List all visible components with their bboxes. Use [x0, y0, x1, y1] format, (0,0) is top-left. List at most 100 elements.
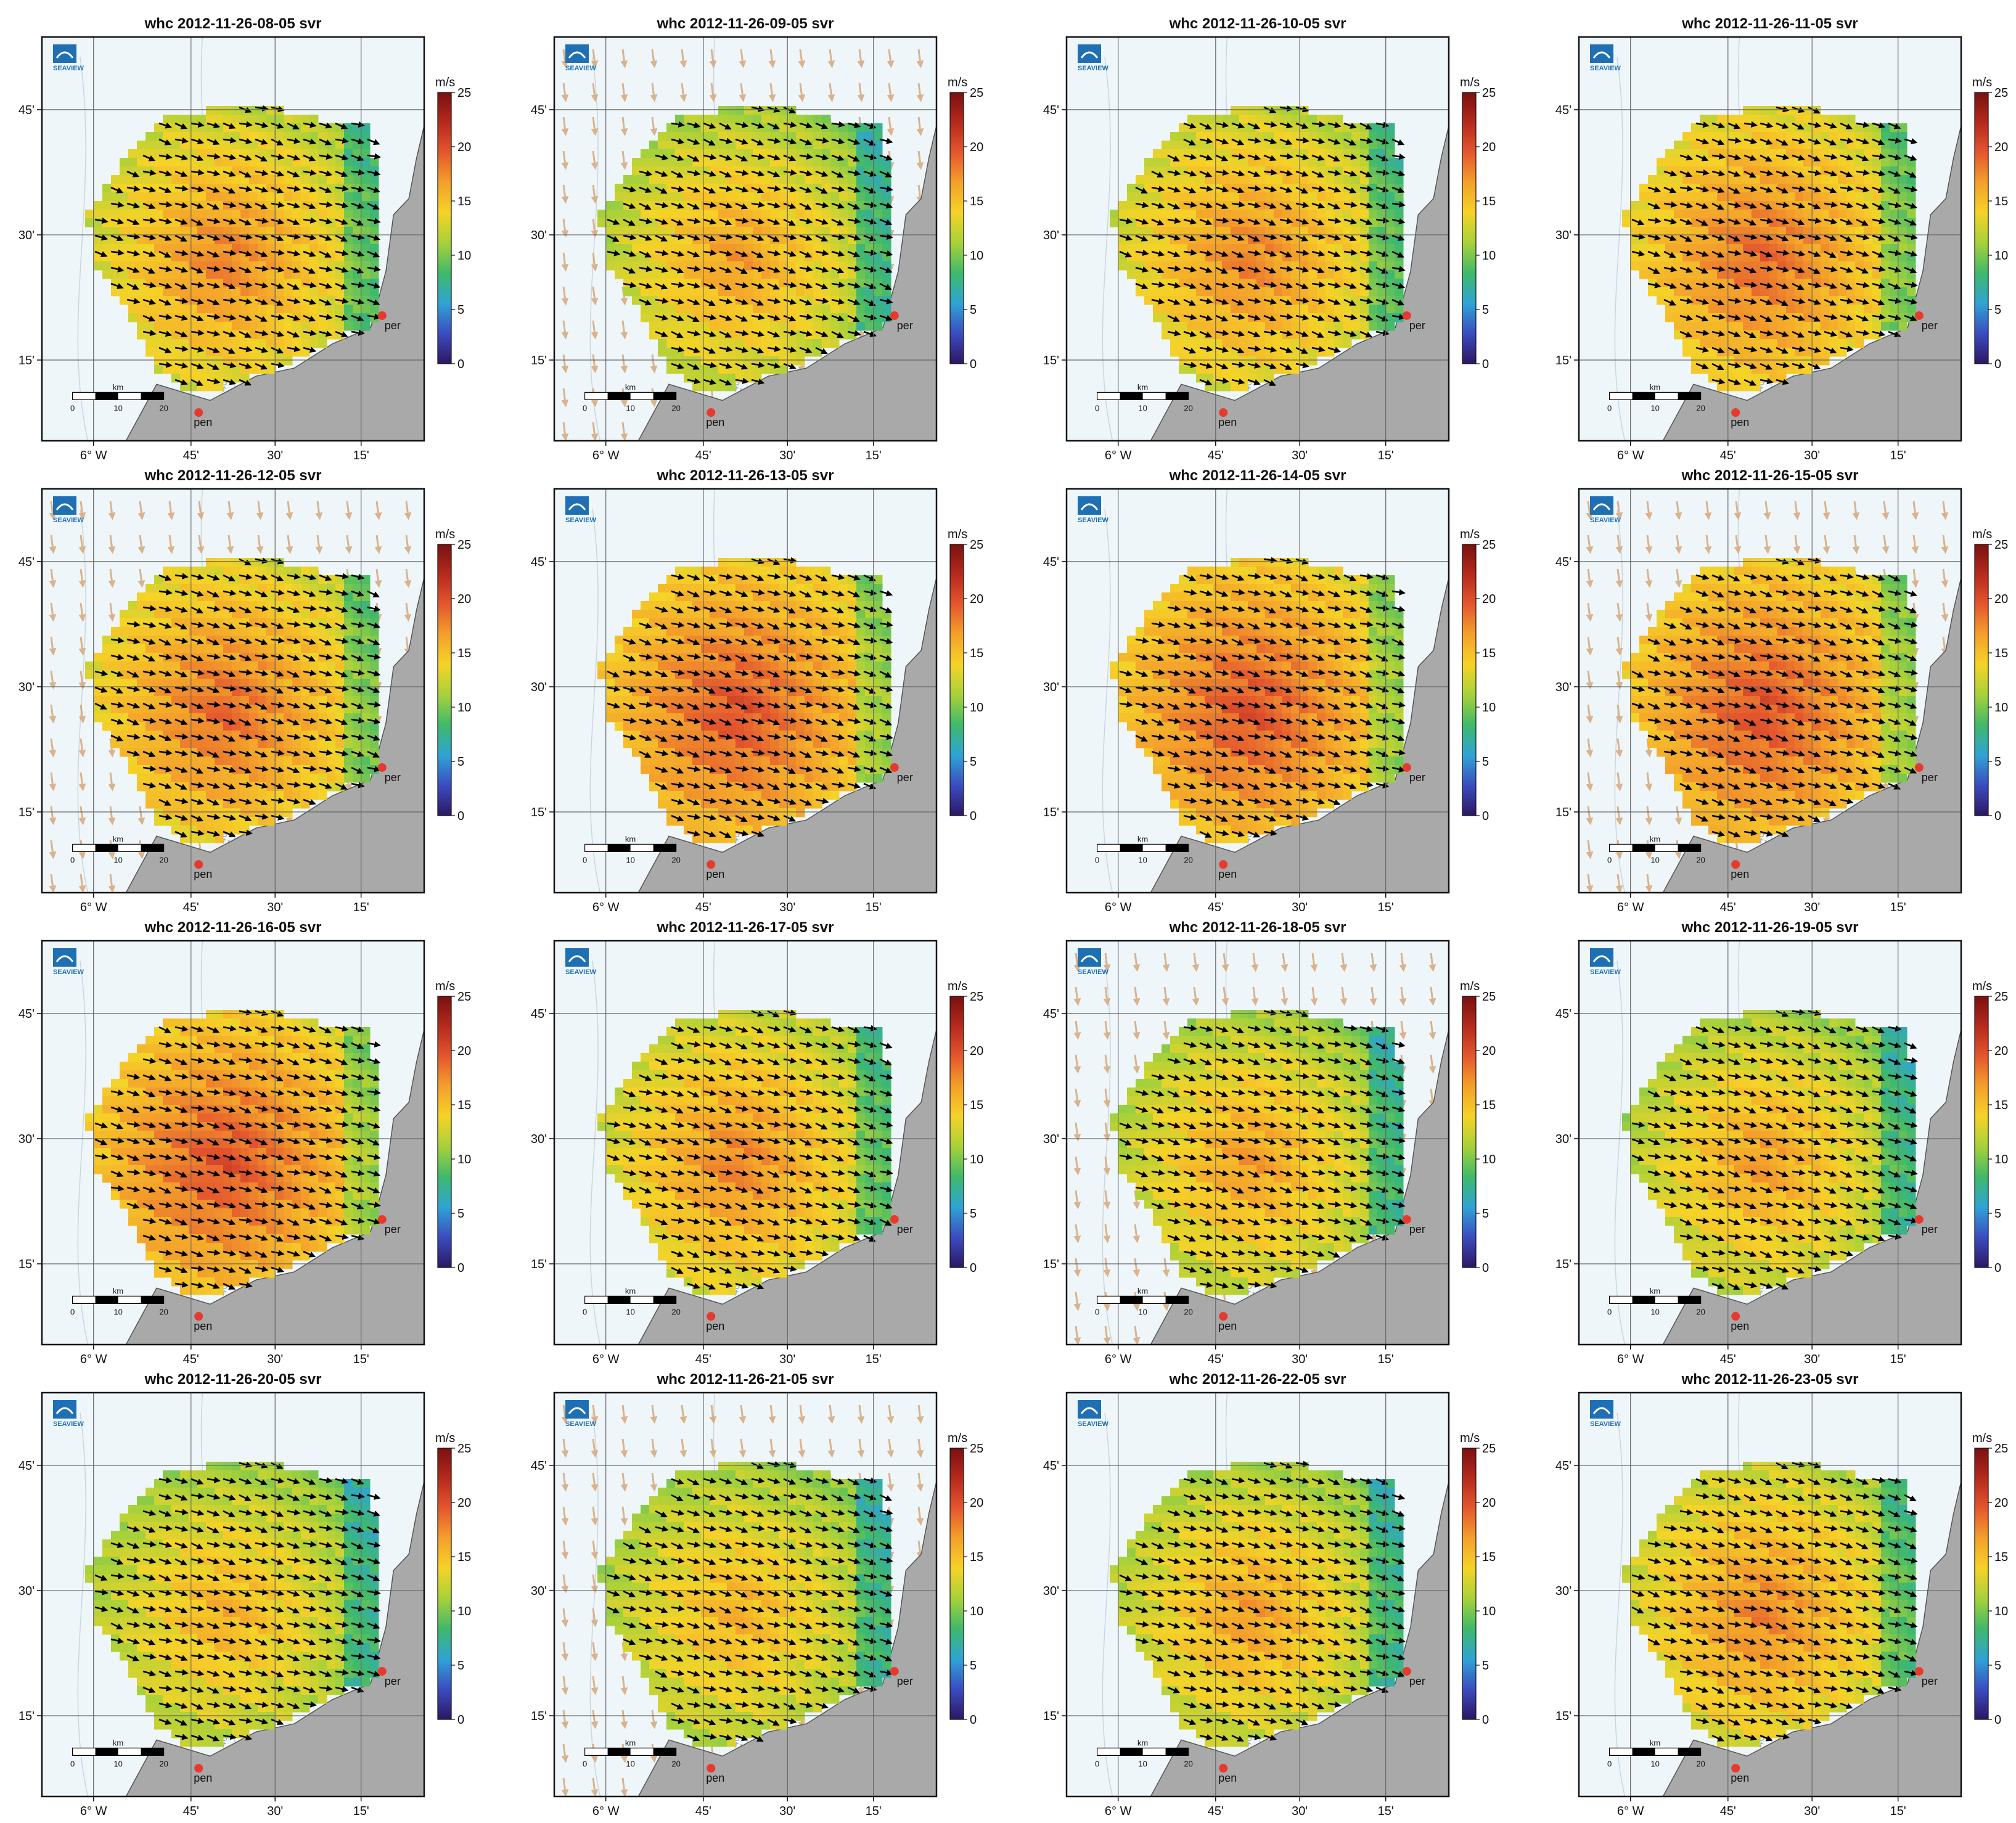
speed-cell	[1726, 365, 1735, 374]
speed-cell	[830, 322, 840, 331]
station-label-pen: pen	[706, 416, 724, 428]
speed-cell	[266, 192, 276, 202]
speed-cell	[666, 365, 676, 374]
speed-cell	[666, 192, 676, 202]
speed-cell	[1274, 253, 1283, 262]
speed-cell	[1769, 123, 1778, 133]
speed-cell	[796, 158, 805, 167]
speed-cell	[1144, 253, 1153, 262]
scale-bar-segment	[95, 392, 118, 400]
speed-cell	[779, 313, 788, 322]
speed-cell	[1898, 192, 1907, 202]
speed-cell	[761, 287, 771, 297]
panel-title: whc 2012-11-26-10-05 svr	[1169, 15, 1346, 32]
speed-cell	[1821, 305, 1830, 314]
speed-cell	[197, 184, 207, 193]
speed-cell	[1136, 175, 1145, 184]
speed-cell	[666, 201, 676, 210]
speed-cell	[1838, 115, 1847, 124]
speed-cell	[1248, 115, 1257, 124]
y-tick-label: 15'	[531, 354, 547, 367]
speed-cell	[1265, 305, 1274, 314]
speed-cell	[344, 322, 353, 331]
speed-cell	[1682, 305, 1692, 314]
speed-cell	[1317, 305, 1326, 314]
speed-cell	[309, 322, 319, 331]
speed-cell	[1864, 287, 1873, 297]
speed-cell	[370, 227, 379, 236]
speed-cell	[1343, 253, 1352, 262]
speed-cell	[309, 305, 319, 314]
speed-cell	[1196, 192, 1205, 202]
speed-cell	[327, 210, 336, 219]
speed-cell	[1777, 192, 1787, 202]
speed-cell	[1205, 305, 1214, 314]
speed-cell	[641, 313, 650, 322]
speed-cell	[1196, 158, 1205, 167]
speed-cell	[1769, 253, 1778, 262]
speed-cell	[1205, 244, 1214, 253]
speed-cell	[753, 192, 762, 202]
speed-cell	[1743, 287, 1752, 297]
speed-cell	[171, 339, 181, 348]
speed-cell	[128, 210, 137, 219]
speed-cell	[206, 339, 215, 348]
speed-cell	[1726, 322, 1735, 331]
speed-cell	[701, 115, 710, 124]
speed-cell	[1239, 192, 1248, 202]
speed-cell	[353, 279, 362, 288]
speed-cell	[1162, 210, 1171, 219]
speed-cell	[1205, 356, 1214, 366]
speed-cell	[1691, 166, 1700, 176]
speed-cell	[232, 149, 241, 158]
speed-cell	[1726, 227, 1735, 236]
speed-cell	[249, 305, 258, 314]
map-content: 40perpenkm01020	[42, 37, 424, 441]
x-tick-label: 6° W	[80, 449, 107, 462]
speed-cell	[1890, 253, 1899, 262]
speed-cell	[675, 227, 684, 236]
speed-cell	[1196, 322, 1205, 331]
speed-cell	[1231, 166, 1240, 176]
speed-cell	[353, 166, 362, 176]
colorbar-tick-label: 20	[457, 141, 471, 154]
speed-cell	[370, 175, 379, 184]
speed-cell	[805, 192, 814, 202]
speed-cell	[830, 210, 840, 219]
speed-cell	[327, 141, 336, 150]
speed-cell	[1752, 313, 1761, 322]
speed-cell	[1386, 210, 1395, 219]
speed-cell	[361, 253, 371, 262]
speed-cell	[1170, 244, 1179, 253]
speed-cell	[1136, 192, 1145, 202]
speed-cell	[1231, 158, 1240, 167]
speed-cell	[1317, 244, 1326, 253]
speed-cell	[154, 287, 163, 297]
speed-cell	[787, 227, 797, 236]
station-label-per: per	[1409, 319, 1425, 332]
speed-cell	[327, 236, 336, 245]
speed-cell	[796, 175, 805, 184]
speed-cell	[171, 227, 181, 236]
speed-cell	[197, 227, 207, 236]
speed-cell	[1812, 115, 1821, 124]
speed-cell	[848, 175, 857, 184]
speed-cell	[1898, 313, 1907, 322]
speed-cell	[266, 227, 276, 236]
speed-cell	[1326, 115, 1335, 124]
speed-cell	[1752, 106, 1761, 115]
speed-cell	[1734, 261, 1744, 271]
speed-cell	[120, 210, 129, 219]
x-tick-label: 6° W	[1105, 449, 1132, 462]
speed-cell	[353, 322, 362, 331]
speed-cell	[361, 210, 371, 219]
speed-cell	[1717, 382, 1726, 391]
speed-cell	[1726, 270, 1735, 279]
speed-cell	[839, 132, 848, 141]
speed-cell	[1326, 339, 1335, 348]
speed-cell	[1343, 322, 1352, 331]
speed-cell	[865, 305, 874, 314]
speed-cell	[197, 322, 207, 331]
speed-cell	[632, 253, 641, 262]
speed-cell	[1265, 227, 1274, 236]
